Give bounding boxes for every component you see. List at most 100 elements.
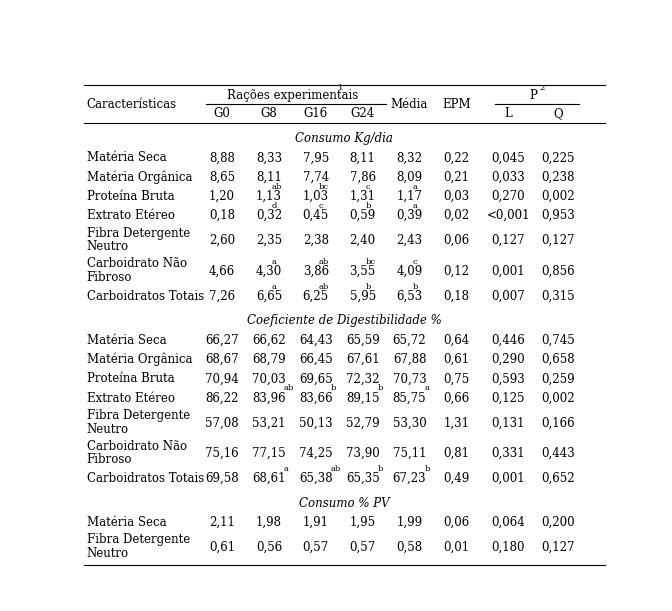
Text: 65,72: 65,72 [392,334,426,346]
Text: 8,33: 8,33 [256,152,282,164]
Text: Matéria Seca: Matéria Seca [87,334,166,346]
Text: 0,12: 0,12 [444,265,469,278]
Text: Características: Características [87,98,177,111]
Text: 0,32: 0,32 [256,209,282,222]
Text: a: a [284,465,289,473]
Text: Proteína Bruta: Proteína Bruta [87,372,174,386]
Text: 53,21: 53,21 [252,417,286,430]
Text: EPM: EPM [442,98,470,111]
Text: b: b [331,384,336,392]
Text: 2,38: 2,38 [303,234,329,247]
Text: 1: 1 [338,84,343,92]
Text: ab: ab [319,282,329,291]
Text: 68,61: 68,61 [252,472,286,485]
Text: 2,11: 2,11 [209,516,235,529]
Text: 1,95: 1,95 [349,516,376,529]
Text: 1,31: 1,31 [444,417,469,430]
Text: 0,593: 0,593 [492,372,526,386]
Text: 67,23: 67,23 [392,472,426,485]
Text: 85,75: 85,75 [392,392,426,404]
Text: 3,55: 3,55 [349,265,376,278]
Text: 8,88: 8,88 [209,152,235,164]
Text: 65,38: 65,38 [299,472,333,485]
Text: 4,30: 4,30 [256,265,282,278]
Text: a: a [413,202,417,210]
Text: 0,045: 0,045 [492,152,526,164]
Text: 6,65: 6,65 [256,290,282,302]
Text: b: b [366,202,371,210]
Text: 0,290: 0,290 [492,353,526,366]
Text: 0,033: 0,033 [492,170,526,184]
Text: bc: bc [319,183,329,191]
Text: 0,61: 0,61 [209,541,235,554]
Text: 0,652: 0,652 [541,472,575,485]
Text: 0,180: 0,180 [492,541,526,554]
Text: 0,270: 0,270 [492,190,526,203]
Text: 0,49: 0,49 [444,472,470,485]
Text: a: a [271,282,277,291]
Text: Carboidratos Totais: Carboidratos Totais [87,472,204,485]
Text: a: a [271,258,277,266]
Text: Proteína Bruta: Proteína Bruta [87,190,174,203]
Text: 0,59: 0,59 [349,209,376,222]
Text: 1,03: 1,03 [302,190,329,203]
Text: Extrato Etéreo: Extrato Etéreo [87,209,175,222]
Text: 8,11: 8,11 [256,170,282,184]
Text: 4,09: 4,09 [396,265,423,278]
Text: d: d [271,202,277,210]
Text: 0,002: 0,002 [541,392,575,404]
Text: Coeficiente de Digestibilidade %: Coeficiente de Digestibilidade % [247,314,442,327]
Text: ab: ab [284,384,294,392]
Text: Carboidrato Não: Carboidrato Não [87,439,187,453]
Text: 0,58: 0,58 [396,541,423,554]
Text: <0,001: <0,001 [487,209,530,222]
Text: 0,06: 0,06 [444,516,470,529]
Text: 0,18: 0,18 [209,209,235,222]
Text: 0,57: 0,57 [349,541,376,554]
Text: b: b [378,465,383,473]
Text: 2,40: 2,40 [349,234,376,247]
Text: 0,02: 0,02 [444,209,470,222]
Text: 0,22: 0,22 [444,152,469,164]
Text: Fibroso: Fibroso [87,271,132,284]
Text: 3,86: 3,86 [302,265,329,278]
Text: Média: Média [391,98,428,111]
Text: 7,86: 7,86 [349,170,376,184]
Text: 0,131: 0,131 [492,417,526,430]
Text: 8,65: 8,65 [209,170,235,184]
Text: G24: G24 [351,107,375,120]
Text: c: c [319,202,323,210]
Text: 0,18: 0,18 [444,290,469,302]
Text: G8: G8 [261,107,278,120]
Text: 7,95: 7,95 [302,152,329,164]
Text: Matéria Orgânica: Matéria Orgânica [87,170,192,184]
Text: 73,90: 73,90 [346,447,380,460]
Text: b: b [378,384,383,392]
Text: 0,001: 0,001 [492,472,526,485]
Text: 6,25: 6,25 [302,290,329,302]
Text: Matéria Orgânica: Matéria Orgânica [87,353,192,366]
Text: 0,61: 0,61 [444,353,470,366]
Text: G16: G16 [304,107,328,120]
Text: 57,08: 57,08 [205,417,239,430]
Text: b: b [413,282,418,291]
Text: 52,79: 52,79 [346,417,380,430]
Text: 0,127: 0,127 [492,234,526,247]
Text: 0,21: 0,21 [444,170,469,184]
Text: 89,15: 89,15 [346,392,380,404]
Text: Carboidratos Totais: Carboidratos Totais [87,290,204,302]
Text: 0,127: 0,127 [541,234,575,247]
Text: 8,32: 8,32 [396,152,423,164]
Text: 0,001: 0,001 [492,265,526,278]
Text: 75,16: 75,16 [205,447,239,460]
Text: 77,15: 77,15 [252,447,286,460]
Text: 0,01: 0,01 [444,541,470,554]
Text: 69,65: 69,65 [299,372,333,386]
Text: 75,11: 75,11 [392,447,426,460]
Text: 2,43: 2,43 [396,234,423,247]
Text: 1,17: 1,17 [396,190,423,203]
Text: 2,60: 2,60 [209,234,235,247]
Text: 0,66: 0,66 [444,392,470,404]
Text: 70,73: 70,73 [392,372,426,386]
Text: 0,331: 0,331 [492,447,526,460]
